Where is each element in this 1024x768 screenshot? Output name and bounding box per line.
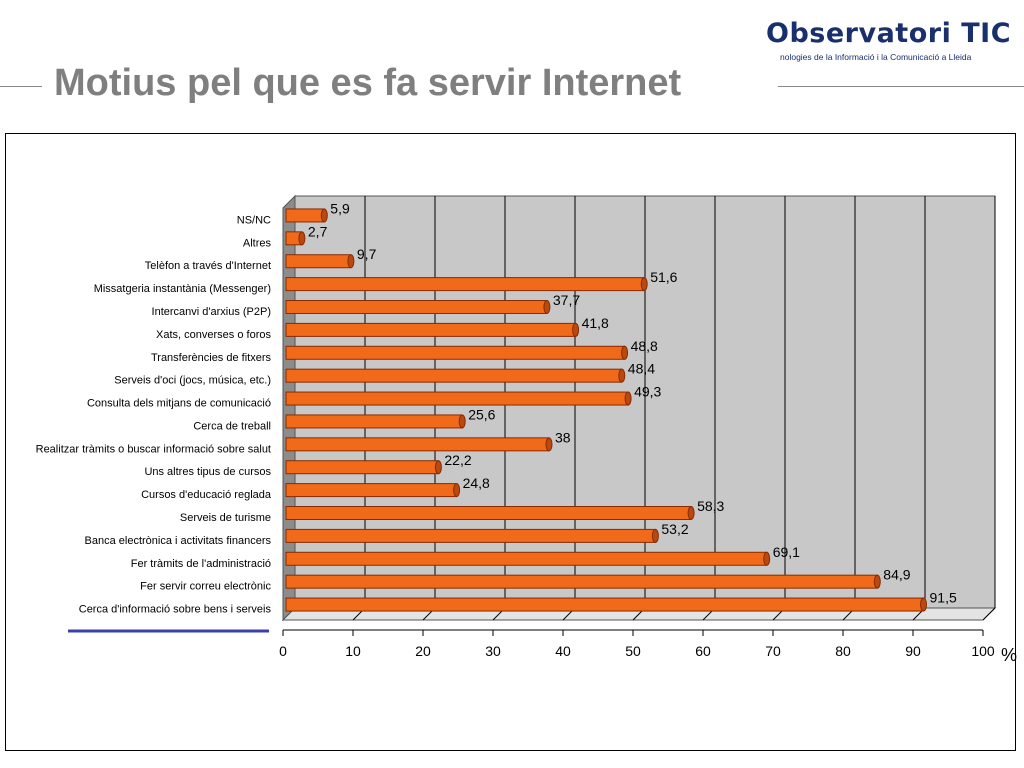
x-tick-label: 70	[765, 643, 781, 659]
bar-cap	[572, 322, 580, 337]
data-label: 5,9	[330, 200, 350, 216]
x-tick-label: 80	[835, 643, 851, 659]
bar-cap	[320, 208, 328, 223]
x-tick-label: 20	[415, 643, 431, 659]
bar	[285, 437, 550, 452]
chart-frame	[5, 133, 1016, 751]
bar	[285, 368, 623, 383]
category-label: Fer tràmits de l'administració	[131, 558, 271, 570]
bar-cap	[621, 345, 629, 360]
bar-cap	[763, 551, 771, 566]
data-label: 69,1	[773, 544, 800, 560]
data-label: 48,4	[628, 361, 655, 377]
bar-cap	[458, 414, 466, 429]
gridline	[982, 607, 996, 621]
category-label: Altres	[243, 237, 272, 249]
x-axis-label: %	[1001, 645, 1017, 665]
bar-cap	[687, 506, 695, 520]
category-label: Serveis d'oci (jocs, música, etc.)	[114, 375, 271, 387]
category-label: Transferències de fitxers	[151, 352, 272, 364]
bar	[285, 551, 768, 566]
bar	[285, 460, 439, 475]
bar	[285, 597, 924, 612]
bar	[285, 345, 626, 360]
bar-cap	[434, 460, 442, 475]
bar	[285, 254, 352, 269]
category-label: Cerca de treball	[193, 420, 271, 432]
bar	[285, 277, 645, 292]
data-label: 53,2	[661, 521, 688, 537]
bar	[285, 574, 878, 589]
data-label: 41,8	[582, 315, 609, 331]
observatori-logo: Observatori TIC nologies de la Informaci…	[762, 12, 1024, 72]
category-label: Consulta dels mitjans de comunicació	[87, 398, 271, 410]
data-label: 38	[555, 429, 571, 445]
bar-cap	[347, 254, 355, 269]
x-tick-label: 10	[345, 643, 361, 659]
data-label: 37,7	[553, 292, 580, 308]
bar	[285, 300, 548, 314]
data-label: 51,6	[650, 269, 677, 285]
x-tick-label: 60	[695, 643, 711, 659]
title-rule-right	[778, 86, 1024, 87]
category-label: Banca electrònica i activitats financers	[85, 535, 272, 547]
x-tick-label: 30	[485, 643, 501, 659]
bar-cap	[920, 597, 927, 612]
bar-cap	[618, 368, 626, 383]
bar	[285, 322, 577, 337]
bar	[285, 528, 656, 543]
category-label: Uns altres tipus de cursos	[144, 466, 271, 478]
bar-cap	[873, 574, 881, 589]
bar	[285, 208, 325, 223]
bar-cap	[624, 391, 632, 406]
title-rule-left	[0, 86, 42, 87]
data-label: 84,9	[883, 567, 910, 583]
category-label: Realitzar tràmits o buscar informació so…	[36, 443, 271, 455]
bar-cap	[453, 483, 461, 498]
bar	[285, 483, 458, 498]
logo-subtext: nologies de la Informació i la Comunicac…	[780, 52, 972, 62]
bar-cap	[651, 528, 659, 543]
bar-cap	[640, 277, 648, 292]
category-label: Intercanvi d'arxius (P2P)	[152, 306, 271, 318]
category-label: Telèfon a través d'Internet	[145, 260, 271, 272]
data-label: 9,7	[357, 246, 377, 262]
page-title: Motius pel que es fa servir Internet	[54, 62, 682, 104]
x-tick-label: 40	[555, 643, 571, 659]
x-tick-label: 100	[971, 643, 995, 659]
category-label: Cerca d'informació sobre bens i serveis	[79, 604, 272, 616]
data-label: 24,8	[463, 475, 490, 491]
bar	[285, 506, 692, 520]
bar-cap	[543, 300, 551, 314]
x-tick-label: 90	[905, 643, 921, 659]
category-label: Serveis de turisme	[180, 512, 271, 524]
bar	[285, 414, 463, 429]
logo-text: Observatori TIC	[766, 18, 1012, 49]
x-tick-label: 50	[625, 643, 641, 659]
data-label: 25,6	[468, 406, 495, 422]
data-label: 49,3	[634, 384, 661, 400]
category-label: Cursos d'educació reglada	[141, 489, 272, 501]
category-label: Missatgeria instantània (Messenger)	[94, 283, 271, 295]
data-label: 91,5	[930, 590, 957, 606]
data-label: 58,3	[697, 498, 724, 514]
bar-cap	[545, 437, 553, 452]
data-label: 48,8	[631, 338, 658, 354]
bar-cap	[298, 231, 306, 246]
x-tick-label: 0	[279, 643, 287, 659]
bar	[285, 391, 629, 406]
data-label: 22,2	[444, 452, 471, 468]
category-label: NS/NC	[237, 214, 271, 226]
category-label: Fer servir correu electrònic	[140, 581, 271, 593]
category-label: Xats, converses o foros	[156, 329, 271, 341]
data-label: 2,7	[308, 223, 328, 239]
